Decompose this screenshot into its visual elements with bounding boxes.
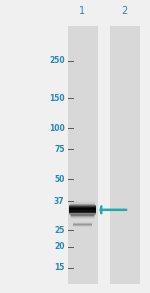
Text: 37: 37 [54,197,64,206]
Bar [68,26,98,284]
Text: 15: 15 [54,263,64,272]
Bar [110,26,140,284]
Text: 2: 2 [121,6,128,16]
Text: 100: 100 [49,124,64,133]
Text: 250: 250 [49,57,64,65]
Text: 25: 25 [54,226,64,235]
Text: 75: 75 [54,145,64,154]
Text: 1: 1 [80,6,85,16]
Text: 150: 150 [49,94,64,103]
Text: 20: 20 [54,242,64,251]
Text: 50: 50 [54,175,64,184]
